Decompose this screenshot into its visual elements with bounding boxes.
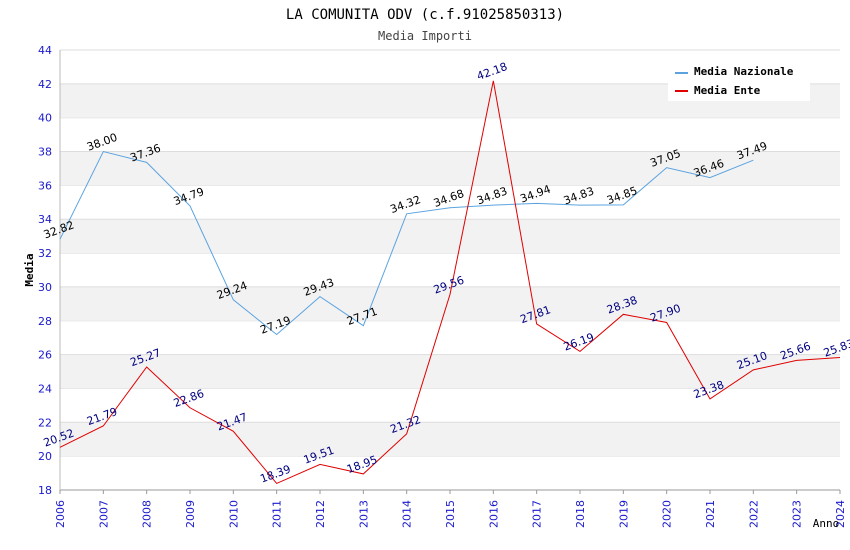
- x-tick-label: 2021: [704, 500, 717, 528]
- data-label: 38.00: [85, 131, 119, 154]
- data-label: 34.85: [605, 184, 639, 207]
- series-lines: [59, 80, 841, 485]
- y-tick-labels: 18 20 22 24 26 28 30 32 34 36 38 40 42 44: [38, 44, 52, 497]
- y-tick-label: 40: [38, 112, 52, 125]
- x-tick-label: 2022: [747, 500, 760, 528]
- x-tick-label: 2009: [184, 500, 197, 528]
- y-tick-label: 42: [38, 78, 52, 91]
- y-tick-label: 32: [38, 247, 52, 260]
- y-tick-label: 30: [38, 281, 52, 294]
- x-tick-label: 2006: [54, 500, 67, 528]
- x-tick-label: 2019: [617, 500, 630, 528]
- grid-band: [60, 151, 840, 186]
- data-label: 34.83: [562, 184, 596, 207]
- y-tick-label: 24: [38, 382, 52, 395]
- x-tick-labels: 2006 2007 2008 2009 2010 2011 2012 2013 2014 2015…: [54, 490, 847, 528]
- x-tick-label: 2023: [791, 500, 804, 528]
- grid-bands: [60, 49, 840, 457]
- y-tick-label: 36: [38, 179, 52, 192]
- data-label: 42.18: [475, 60, 509, 83]
- legend: Media Nazionale Media Ente: [668, 61, 810, 101]
- grid-band: [60, 354, 840, 389]
- y-axis-label: Media: [23, 253, 36, 286]
- x-tick-label: 2011: [271, 500, 284, 528]
- y-tick-label: 22: [38, 416, 52, 429]
- y-tick-label: 20: [38, 450, 52, 463]
- x-tick-label: 2017: [531, 500, 544, 528]
- legend-box: [668, 61, 810, 101]
- grid-band: [60, 219, 840, 254]
- y-tick-label: 26: [38, 349, 52, 362]
- x-tick-label: 2020: [661, 500, 674, 528]
- chart-subtitle: Media Importi: [378, 29, 472, 43]
- series-line-media-nazionale: [59, 150, 754, 336]
- x-tick-label: 2013: [357, 500, 370, 528]
- y-tick-label: 44: [38, 44, 52, 57]
- x-axis-label: Anno: [813, 517, 840, 530]
- data-label: 34.94: [518, 183, 552, 206]
- x-tick-label: 2015: [444, 500, 457, 528]
- chart-title: LA COMUNITA ODV (c.f.91025850313): [286, 7, 564, 23]
- x-tick-label: 2010: [227, 500, 240, 528]
- x-tick-label: 2016: [487, 500, 500, 528]
- legend-label-media-ente: Media Ente: [694, 84, 761, 97]
- data-label: 34.83: [475, 184, 509, 207]
- x-tick-label: 2014: [401, 500, 414, 528]
- grid-band: [60, 422, 840, 457]
- x-tick-label: 2008: [141, 500, 154, 528]
- x-tick-label: 2007: [97, 500, 110, 528]
- y-tick-label: 38: [38, 146, 52, 159]
- y-tick-label: 18: [38, 484, 52, 497]
- data-label: 34.68: [432, 187, 466, 210]
- y-tick-label: 28: [38, 315, 52, 328]
- x-tick-label: 2012: [314, 500, 327, 528]
- legend-label-media-nazionale: Media Nazionale: [694, 65, 794, 78]
- x-tick-label: 2024: [834, 500, 847, 528]
- series-line-media-ente: [59, 80, 841, 485]
- y-tick-label: 34: [38, 213, 52, 226]
- x-tick-label: 2018: [574, 500, 587, 528]
